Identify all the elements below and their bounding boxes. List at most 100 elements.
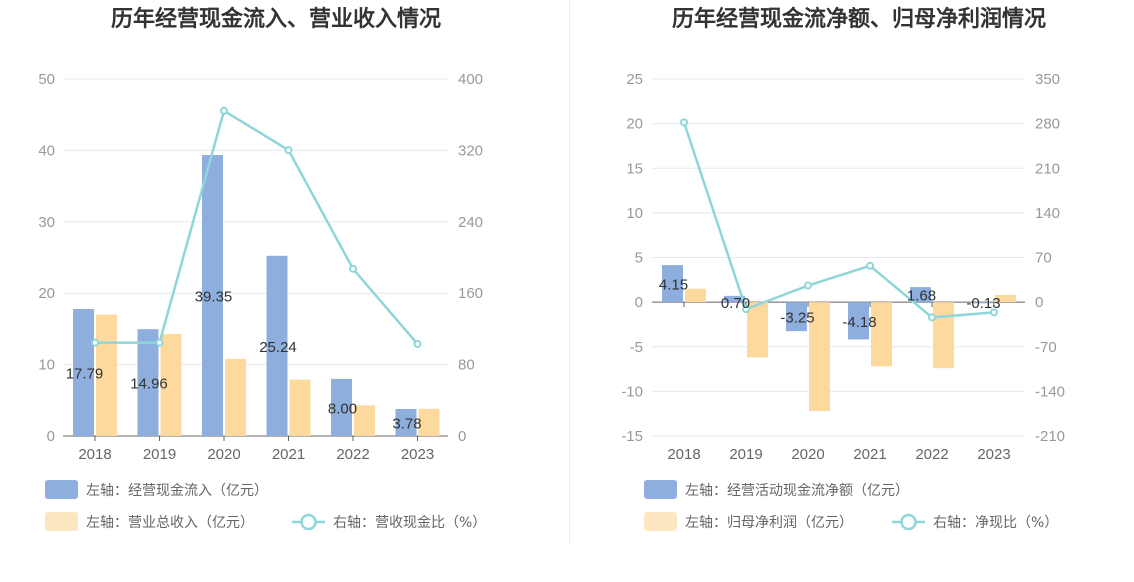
x-tick-label: 2020 xyxy=(207,446,240,463)
bar-primary xyxy=(395,409,417,436)
x-tick-label: 2023 xyxy=(401,446,434,463)
bar-data-label: 4.15 xyxy=(659,277,688,294)
bar-primary xyxy=(331,378,352,436)
x-tick-label: 2018 xyxy=(78,446,111,463)
line-point xyxy=(91,338,99,347)
x-tick-label: 2019 xyxy=(143,446,176,463)
line-point xyxy=(680,118,688,127)
bar-secondary xyxy=(418,408,440,436)
line-point xyxy=(349,264,357,273)
y-left-tick-label: 0 xyxy=(47,428,55,445)
bar-primary xyxy=(972,302,993,304)
y-right-tick-label: 80 xyxy=(458,357,475,374)
x-tick-label: 2019 xyxy=(729,446,762,463)
bar-data-label: 0.70 xyxy=(721,295,750,312)
bar-secondary xyxy=(96,314,117,436)
bar-primary xyxy=(266,255,288,436)
bar-primary xyxy=(662,265,683,303)
bar-data-label: 3.78 xyxy=(392,416,421,433)
bar-secondary xyxy=(747,302,768,358)
line-point xyxy=(155,338,164,347)
bar-secondary xyxy=(871,302,892,367)
y-left-tick-label: 25 xyxy=(626,71,643,88)
line-series xyxy=(95,108,419,345)
bar-data-label: 39.35 xyxy=(195,289,233,306)
x-tick-label: 2020 xyxy=(791,446,824,463)
x-tick-label: 2023 xyxy=(977,446,1010,463)
y-left-tick-label: 0 xyxy=(635,294,643,311)
bar-data-label: 14.96 xyxy=(130,376,168,393)
x-tick-label: 2021 xyxy=(272,446,305,463)
y-left-tick-label: 10 xyxy=(626,205,643,222)
x-tick-label: 2022 xyxy=(915,446,948,463)
legend-swatch xyxy=(644,480,677,499)
y-left-tick-label: 5 xyxy=(635,250,643,267)
y-right-tick-label: -140 xyxy=(1035,383,1065,400)
line-point xyxy=(928,313,936,322)
y-left-tick-label: -10 xyxy=(621,383,643,400)
bar-secondary xyxy=(933,302,954,369)
line-point xyxy=(866,261,874,270)
bar-secondary xyxy=(685,288,706,303)
y-right-tick-label: -70 xyxy=(1035,339,1057,356)
y-left-tick-label: 20 xyxy=(626,116,643,133)
y-left-tick-label: 30 xyxy=(38,214,55,231)
line-point xyxy=(220,106,228,115)
bar-primary xyxy=(137,329,159,436)
bar-secondary xyxy=(354,405,375,436)
y-right-tick-label: 280 xyxy=(1035,116,1060,133)
line-point xyxy=(284,146,293,155)
legend-label: 左轴：经营活动现金流净额（亿元） xyxy=(685,483,909,499)
x-tick-label: 2021 xyxy=(853,446,886,463)
legend-label: 左轴：归母净利润（亿元） xyxy=(685,514,853,531)
y-left-tick-label: 20 xyxy=(38,285,55,302)
y-right-tick-label: 140 xyxy=(1035,205,1060,222)
legend-label: 左轴：营业总收入（亿元） xyxy=(86,515,254,531)
legend-swatch xyxy=(45,512,78,531)
bar-primary xyxy=(786,302,807,332)
bar-secondary xyxy=(809,302,830,412)
bar-data-label: 17.79 xyxy=(66,365,104,382)
y-right-tick-label: 0 xyxy=(1035,294,1043,311)
legend-marker xyxy=(300,513,317,531)
line-point xyxy=(990,308,998,317)
bar-data-label: -3.25 xyxy=(780,310,814,327)
x-tick-label: 2022 xyxy=(336,446,369,463)
legend-marker xyxy=(900,513,917,531)
y-right-tick-label: -210 xyxy=(1035,428,1065,445)
legend-label: 左轴：经营现金流入（亿元） xyxy=(86,483,268,499)
bar-data-label: -0.13 xyxy=(966,295,1000,312)
chart-title: 历年经营现金流净额、归母净利润情况 xyxy=(672,6,1046,32)
bar-data-label: -4.18 xyxy=(842,314,876,331)
y-right-tick-label: 320 xyxy=(458,142,483,159)
y-right-tick-label: 240 xyxy=(458,214,483,231)
bar-primary xyxy=(73,308,94,436)
line-point xyxy=(413,339,422,348)
legend-label: 右轴：净现比（%） xyxy=(933,515,1058,531)
legend-label: 右轴：营收现金比（%） xyxy=(333,515,486,531)
bar-data-label: 25.24 xyxy=(259,339,297,356)
line-point xyxy=(742,305,750,314)
line-series xyxy=(682,121,995,319)
y-right-tick-label: 160 xyxy=(458,285,483,302)
bar-primary xyxy=(724,295,745,303)
y-right-tick-label: 350 xyxy=(1035,71,1060,88)
line-point xyxy=(804,281,812,290)
bar-primary xyxy=(848,302,869,340)
y-right-tick-label: 400 xyxy=(458,71,483,88)
legend-swatch xyxy=(644,512,677,531)
bar-secondary xyxy=(225,358,246,436)
y-right-tick-label: 0 xyxy=(458,428,466,445)
chart-panel-1: 历年经营现金流入、营业收入情况 0 10 20 30 40 50 0 80 160 240 320 40… xyxy=(38,6,486,531)
bar-primary xyxy=(910,287,931,303)
y-right-tick-label: 210 xyxy=(1035,160,1060,177)
bar-secondary xyxy=(160,333,182,436)
chart-title: 历年经营现金流入、营业收入情况 xyxy=(111,6,441,32)
bar-secondary xyxy=(289,379,311,436)
y-left-tick-label: 50 xyxy=(38,71,55,88)
y-right-tick-label: 70 xyxy=(1035,250,1052,267)
bar-data-label: 1.68 xyxy=(907,288,936,305)
y-left-tick-label: 10 xyxy=(38,357,55,374)
